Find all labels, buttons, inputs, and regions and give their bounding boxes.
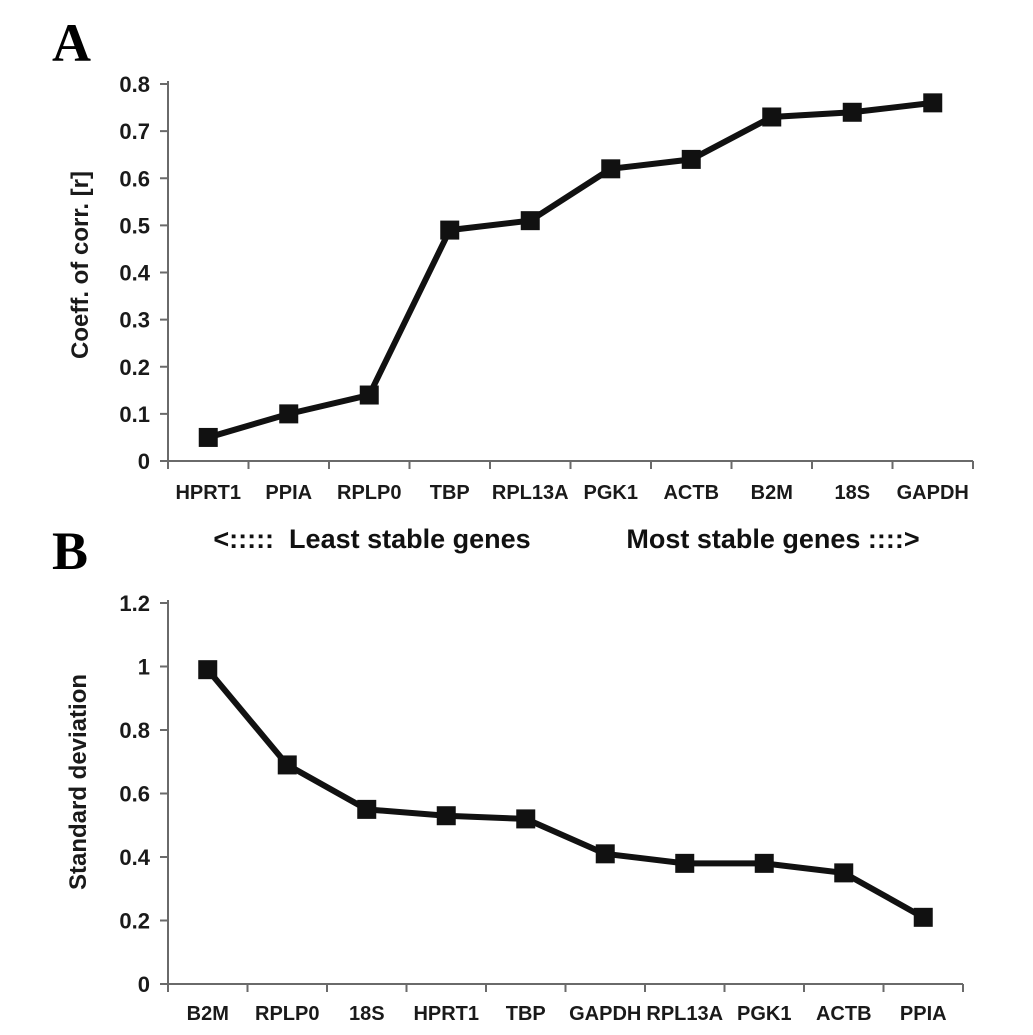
panel-a-x-label-hprt1: HPRT1: [175, 482, 241, 504]
panel-a-x-label-rpl13a: RPL13A: [492, 482, 569, 504]
panel-b-data-point-tbp: [516, 809, 536, 829]
panel-a-y-tick-label: 0.6: [119, 166, 150, 191]
panel-b-y-tick-label: 0.8: [119, 718, 150, 743]
panel-a-label: A: [52, 13, 91, 73]
least-stable-genes-annotation: <::::: Least stable genes: [213, 524, 531, 554]
panel-a-data-point-gapdh: [923, 93, 943, 113]
panel-a-x-label-rplp0: RPLP0: [337, 482, 401, 504]
panel-b-data-point-rplp0: [277, 755, 297, 775]
panel-a-data-point-b2m: [762, 107, 782, 127]
panel-b-label: B: [52, 521, 89, 581]
panel-b-data-point-b2m: [198, 660, 218, 680]
panel-a-data-point-rpl13a: [520, 211, 540, 231]
panel-a-x-label-pgk1: PGK1: [584, 482, 638, 504]
panel-a-y-tick-label: 0.8: [119, 72, 150, 97]
panel-a-x-label-gapdh: GAPDH: [897, 482, 969, 504]
panel-b-x-label-b2m: B2M: [187, 1003, 229, 1025]
panel-b-x-label-actb: ACTB: [816, 1003, 872, 1025]
panel-b-data-point-actb: [834, 863, 854, 883]
panel-b-x-label-ppia: PPIA: [900, 1003, 947, 1025]
panel-b-data-point-ppia: [913, 907, 933, 927]
panel-a-data-point-pgk1: [601, 159, 621, 179]
panel-b-data-point-hprt1: [436, 806, 456, 826]
panel-b-x-label-18s: 18S: [349, 1003, 385, 1025]
panel-b-data-point-18s: [357, 799, 377, 819]
panel-a-data-point-hprt1: [198, 427, 218, 447]
panel-a-data-point-18s: [842, 102, 862, 122]
panel-b-x-label-gapdh: GAPDH: [569, 1003, 641, 1025]
panel-a-y-tick-label: 0: [138, 449, 150, 474]
most-stable-genes-annotation: Most stable genes ::::>: [626, 524, 920, 554]
panel-a-y-tick-label: 0.1: [119, 402, 150, 427]
panel-a-data-point-rplp0: [359, 385, 379, 405]
panel-b-series-line: [205, 667, 925, 920]
panel-b-data-point-gapdh: [595, 844, 615, 864]
panel-b-x-label-hprt1: HPRT1: [413, 1003, 479, 1025]
panel-a-y-tick-label: 0.5: [119, 213, 150, 238]
panel-b-x-label-pgk1: PGK1: [737, 1003, 791, 1025]
panel-b-data-point-rpl13a: [675, 853, 695, 873]
panel-a-x-label-18s: 18S: [834, 482, 870, 504]
panel-b-y-tick-label: 0: [138, 972, 150, 997]
panel-b-x-label-rpl13a: RPL13A: [646, 1003, 723, 1025]
panel-a-x-label-actb: ACTB: [663, 482, 719, 504]
panel-b-y-tick-label: 0.6: [119, 782, 150, 807]
panel-a-y-tick-label: 0.4: [119, 261, 150, 286]
panel-b-y-tick-label: 0.2: [119, 909, 150, 934]
panel-b-y-tick-label: 1: [138, 655, 150, 680]
panel-b-x-label-tbp: TBP: [506, 1003, 546, 1025]
panel-a-x-label-tbp: TBP: [430, 482, 470, 504]
panel-a-y-tick-label: 0.3: [119, 308, 150, 333]
panel-a-series-line: [207, 99, 934, 441]
panel-a-data-point-ppia: [279, 404, 299, 424]
panel-a-data-point-actb: [681, 149, 701, 169]
panel-a-x-label-ppia: PPIA: [265, 482, 312, 504]
panel-a-data-point-tbp: [440, 220, 460, 240]
panel-a-y-tick-label: 0.2: [119, 355, 150, 380]
panel-a-y-tick-label: 0.7: [119, 119, 150, 144]
panel-a-x-label-b2m: B2M: [751, 482, 793, 504]
panel-b-y-tick-label: 0.4: [119, 845, 150, 870]
panel-b-data-point-pgk1: [754, 853, 774, 873]
panel-b-x-label-rplp0: RPLP0: [255, 1003, 319, 1025]
panel-b-y-tick-label: 1.2: [119, 591, 150, 616]
